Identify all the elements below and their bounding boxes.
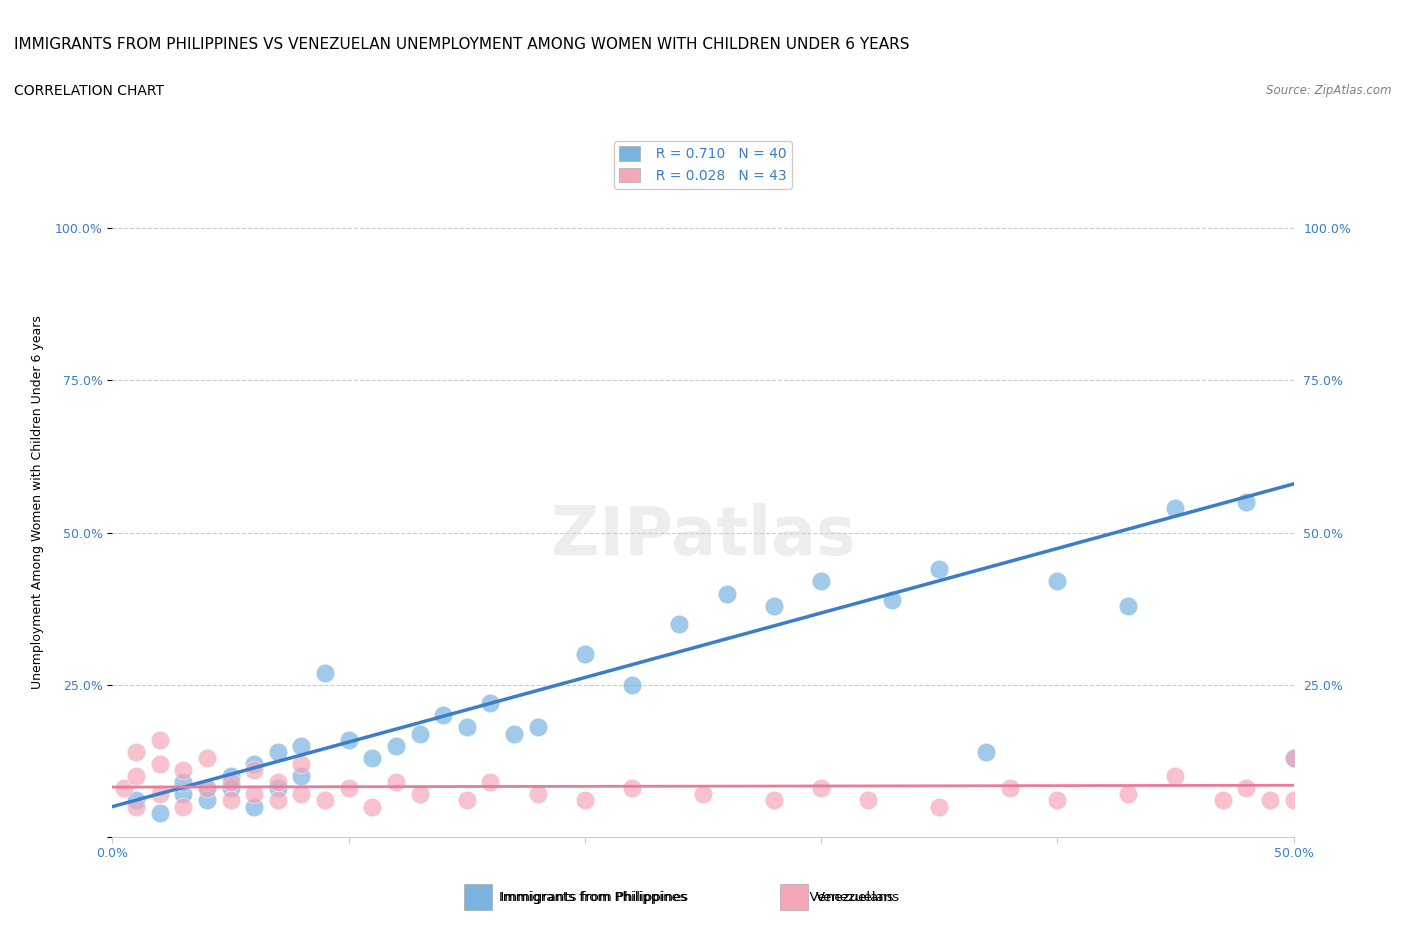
- FancyBboxPatch shape: [464, 884, 492, 910]
- Text: Venezuelans: Venezuelans: [801, 891, 894, 904]
- Point: [858, 793, 880, 808]
- Point: [479, 696, 502, 711]
- Point: [1376, 562, 1399, 577]
- Point: [998, 781, 1021, 796]
- Point: [1046, 574, 1069, 589]
- Point: [716, 586, 738, 601]
- Point: [125, 793, 148, 808]
- Point: [810, 781, 832, 796]
- Point: [574, 647, 596, 662]
- Point: [219, 775, 242, 790]
- Point: [172, 775, 194, 790]
- Point: [762, 793, 785, 808]
- Point: [290, 769, 312, 784]
- Point: [692, 787, 714, 802]
- Point: [1282, 751, 1305, 765]
- Point: [385, 738, 408, 753]
- Point: [762, 598, 785, 613]
- Text: ZIPatlas: ZIPatlas: [551, 503, 855, 568]
- Y-axis label: Unemployment Among Women with Children Under 6 years: Unemployment Among Women with Children U…: [31, 315, 44, 689]
- Point: [219, 793, 242, 808]
- Text: Immigrants from Philippines: Immigrants from Philippines: [492, 891, 688, 904]
- Point: [526, 720, 548, 735]
- Point: [621, 781, 644, 796]
- Point: [243, 756, 266, 771]
- Point: [385, 775, 408, 790]
- Point: [337, 732, 360, 747]
- Text: CORRELATION CHART: CORRELATION CHART: [14, 84, 165, 98]
- Point: [267, 793, 290, 808]
- Point: [267, 775, 290, 790]
- Point: [1116, 787, 1139, 802]
- Point: [267, 781, 290, 796]
- Point: [456, 720, 478, 735]
- Point: [1234, 781, 1257, 796]
- Point: [928, 799, 950, 814]
- Point: [267, 744, 290, 759]
- Point: [149, 756, 172, 771]
- Point: [928, 562, 950, 577]
- Point: [219, 769, 242, 784]
- Point: [976, 744, 998, 759]
- Point: [290, 756, 312, 771]
- Point: [125, 744, 148, 759]
- Point: [195, 793, 218, 808]
- Point: [337, 781, 360, 796]
- Point: [668, 617, 690, 631]
- Point: [503, 726, 526, 741]
- Point: [125, 769, 148, 784]
- Point: [112, 781, 135, 796]
- Point: [314, 665, 336, 680]
- Point: [1046, 793, 1069, 808]
- Point: [314, 793, 336, 808]
- Point: [361, 799, 384, 814]
- Legend:   R = 0.710   N = 40,   R = 0.028   N = 43: R = 0.710 N = 40, R = 0.028 N = 43: [614, 140, 792, 189]
- FancyBboxPatch shape: [780, 884, 808, 910]
- Point: [1234, 495, 1257, 510]
- Point: [361, 751, 384, 765]
- Point: [149, 732, 172, 747]
- Point: [810, 574, 832, 589]
- Text: IMMIGRANTS FROM PHILIPPINES VS VENEZUELAN UNEMPLOYMENT AMONG WOMEN WITH CHILDREN: IMMIGRANTS FROM PHILIPPINES VS VENEZUELA…: [14, 37, 910, 52]
- Point: [243, 799, 266, 814]
- Point: [1330, 208, 1353, 223]
- Point: [149, 787, 172, 802]
- Point: [1282, 793, 1305, 808]
- Point: [243, 763, 266, 777]
- Point: [195, 781, 218, 796]
- Point: [243, 787, 266, 802]
- Point: [172, 799, 194, 814]
- Text: Immigrants from Philippines: Immigrants from Philippines: [499, 891, 686, 904]
- Point: [125, 799, 148, 814]
- Point: [1164, 769, 1187, 784]
- Point: [219, 781, 242, 796]
- Point: [479, 775, 502, 790]
- Text: Venezuelans: Venezuelans: [815, 891, 900, 904]
- Point: [456, 793, 478, 808]
- Point: [880, 592, 903, 607]
- Point: [1164, 501, 1187, 516]
- Point: [290, 738, 312, 753]
- Point: [574, 793, 596, 808]
- Point: [1212, 793, 1234, 808]
- Text: Source: ZipAtlas.com: Source: ZipAtlas.com: [1267, 84, 1392, 97]
- Point: [172, 763, 194, 777]
- Point: [621, 677, 644, 692]
- Point: [1282, 751, 1305, 765]
- Point: [1258, 793, 1281, 808]
- Point: [290, 787, 312, 802]
- Point: [172, 787, 194, 802]
- Point: [1116, 598, 1139, 613]
- Point: [526, 787, 548, 802]
- Point: [432, 708, 454, 723]
- Point: [408, 787, 430, 802]
- Point: [195, 781, 218, 796]
- Point: [195, 751, 218, 765]
- Point: [149, 805, 172, 820]
- Point: [408, 726, 430, 741]
